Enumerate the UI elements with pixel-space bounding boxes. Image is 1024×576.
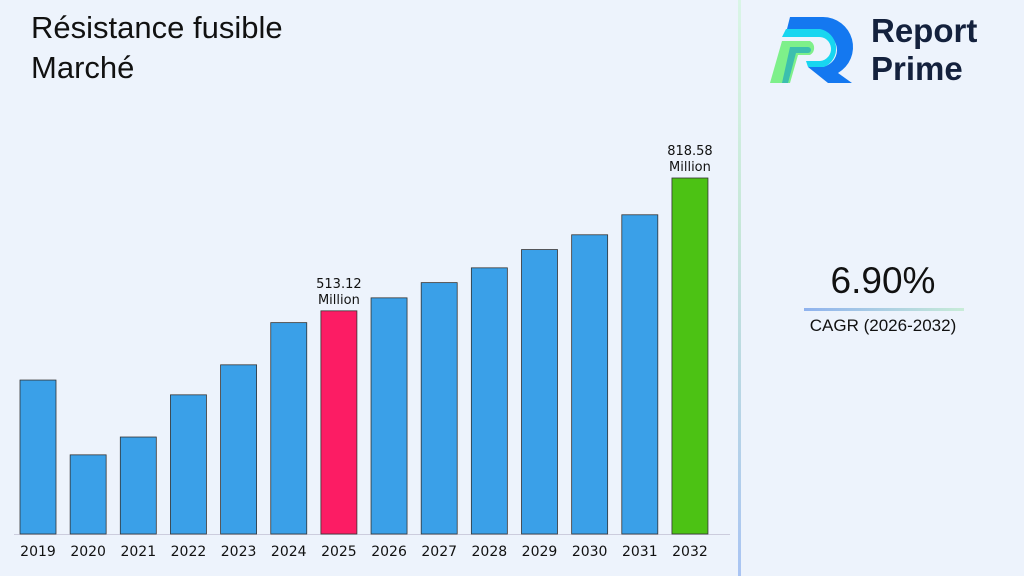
x-tick-label: 2027 [421, 544, 457, 560]
bar-2032 [671, 177, 709, 535]
x-tick-label: 2028 [472, 544, 508, 560]
bar-2031 [621, 214, 659, 535]
cagr-label: CAGR (2026-2032) [809, 316, 957, 335]
x-tick-label: 2023 [221, 544, 257, 560]
bar-2025 [320, 310, 358, 535]
data-label-2032: 818.58 [667, 144, 713, 159]
bar-2027 [420, 282, 458, 535]
bar-2021 [119, 436, 157, 535]
bar-2023 [220, 364, 258, 535]
bar-2029 [521, 249, 558, 535]
x-tick-label: 2029 [522, 544, 558, 560]
divider [738, 0, 741, 576]
bar-2024 [270, 322, 308, 535]
x-tick-label: 2019 [20, 544, 56, 560]
bar-2022 [170, 394, 207, 535]
logo-text: Report Prime [871, 12, 977, 88]
x-tick-label: 2032 [672, 544, 708, 560]
title-line-1: Résistance fusible [31, 10, 283, 45]
x-tick-label: 2025 [321, 544, 357, 560]
title-line-2: Marché [31, 50, 135, 85]
data-label-2025: 513.12 [316, 277, 362, 292]
bar-2028 [470, 267, 508, 535]
logo-line-1: Report [871, 12, 978, 49]
cagr-underline [804, 308, 964, 311]
bar-2020 [69, 454, 107, 535]
bar-chart: 2019 2020 2021 2022 2023 2024 2025513.12Millio… [14, 144, 730, 560]
x-tick-label: 2021 [120, 544, 156, 560]
bar-2026 [370, 297, 408, 535]
logo-line-2: Prime [871, 50, 963, 87]
x-tick-label: 2026 [371, 544, 407, 560]
bar-2019 [19, 379, 57, 535]
x-tick-label: 2024 [271, 544, 307, 560]
cagr-value: 6.90% [830, 260, 936, 301]
report-prime-logo-icon [770, 16, 854, 83]
bar-2030 [571, 234, 609, 535]
x-tick-label: 2031 [622, 544, 658, 560]
chart-title: Résistance fusible Marché [31, 8, 283, 88]
data-label-2032: Million [669, 160, 711, 175]
x-tick-label: 2020 [70, 544, 106, 560]
x-tick-label: 2030 [572, 544, 608, 560]
data-label-2025: Million [318, 293, 360, 308]
x-tick-label: 2022 [171, 544, 207, 560]
